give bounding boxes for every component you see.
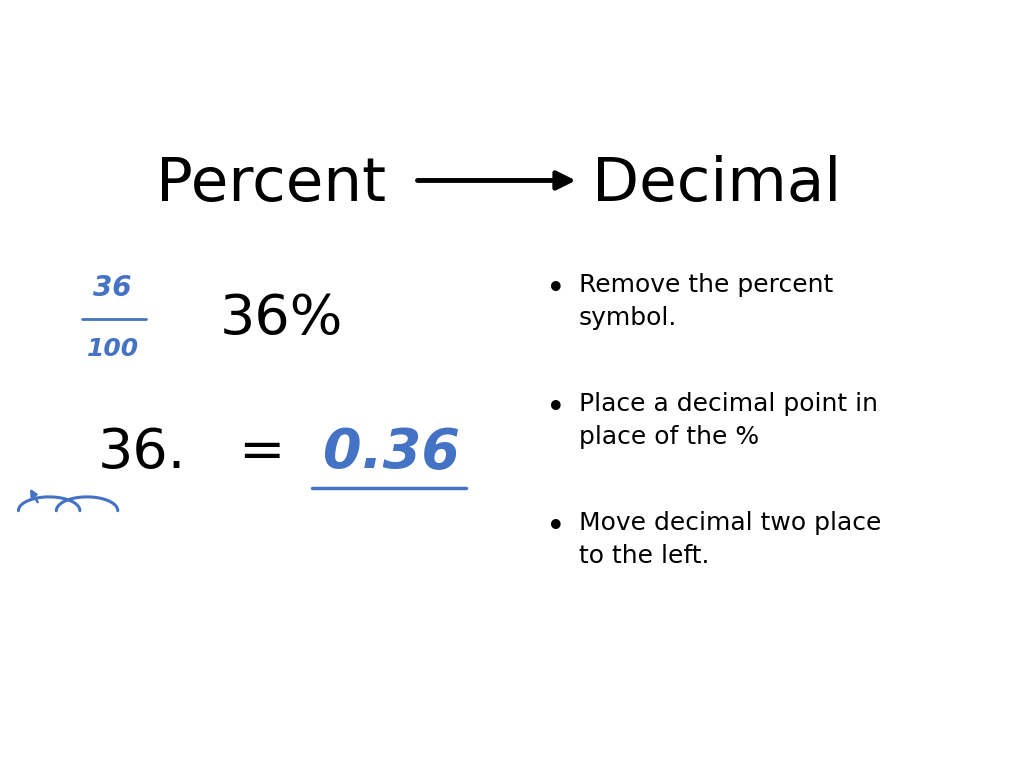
Text: Remove the percent
symbol.: Remove the percent symbol. xyxy=(579,273,833,330)
Text: Move decimal two place
to the left.: Move decimal two place to the left. xyxy=(579,511,881,568)
Text: =: = xyxy=(238,426,285,480)
Text: 36.: 36. xyxy=(97,426,185,480)
Text: 36: 36 xyxy=(93,274,132,302)
Text: 100: 100 xyxy=(87,337,138,362)
Text: •: • xyxy=(546,511,566,544)
Text: •: • xyxy=(546,392,566,425)
Text: 0.36: 0.36 xyxy=(323,426,460,480)
Text: •: • xyxy=(546,273,566,306)
Text: Decimal: Decimal xyxy=(592,155,842,214)
Text: Place a decimal point in
place of the %: Place a decimal point in place of the % xyxy=(579,392,878,449)
Text: 36%: 36% xyxy=(220,292,344,346)
Text: Percent: Percent xyxy=(157,155,386,214)
